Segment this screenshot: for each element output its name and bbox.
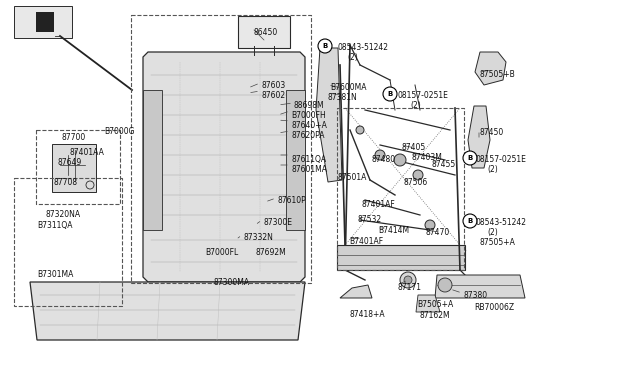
Text: RB70006Z: RB70006Z [474,303,514,312]
Polygon shape [416,295,440,312]
Circle shape [375,150,385,160]
Text: 08543-51242: 08543-51242 [338,43,389,52]
Polygon shape [316,48,342,182]
Text: (2): (2) [487,228,498,237]
Text: 87708: 87708 [54,178,78,187]
Bar [131,15,311,283]
Text: 87611QA: 87611QA [291,155,326,164]
Bar [337,108,464,270]
Text: (2): (2) [487,165,498,174]
Text: B7414M: B7414M [378,226,409,235]
Text: 87405: 87405 [402,143,426,152]
Text: 87470: 87470 [425,228,449,237]
Text: B: B [467,218,472,224]
Text: 86450: 86450 [253,28,277,37]
Circle shape [383,87,397,101]
Text: 87640+A: 87640+A [291,121,327,130]
Bar [14,178,122,306]
Text: 87380: 87380 [463,291,487,300]
Circle shape [318,39,332,53]
Text: 87332N: 87332N [243,233,273,242]
Circle shape [463,151,477,165]
Polygon shape [238,16,290,48]
Text: B: B [467,155,472,161]
Circle shape [394,154,406,166]
Text: 87501A: 87501A [338,173,367,182]
Text: B7600MA: B7600MA [330,83,367,92]
Circle shape [400,272,416,288]
Bar [36,12,54,32]
Text: 87506: 87506 [403,178,428,187]
Text: 87610P: 87610P [277,196,306,205]
Text: 88698M: 88698M [294,101,324,110]
Text: B: B [387,91,392,97]
Polygon shape [468,106,490,168]
Text: B7000FH: B7000FH [291,111,326,120]
Text: 87418+A: 87418+A [349,310,385,319]
Polygon shape [14,6,72,38]
Text: 87381N: 87381N [328,93,358,102]
Text: 87505+B: 87505+B [480,70,516,79]
Polygon shape [30,282,305,340]
Text: B7401AF: B7401AF [349,237,383,246]
Text: 87532: 87532 [358,215,382,224]
Polygon shape [340,285,372,298]
Text: 87171: 87171 [398,283,422,292]
Polygon shape [143,90,162,230]
Text: 87450: 87450 [480,128,504,137]
Circle shape [425,220,435,230]
Polygon shape [52,144,96,192]
Circle shape [413,170,423,180]
Text: 87603: 87603 [261,81,285,90]
Text: 08157-0251E: 08157-0251E [398,91,449,100]
Text: 87320NA: 87320NA [46,210,81,219]
Bar [36,130,120,204]
Text: 87401AF: 87401AF [362,200,396,209]
Text: 87692M: 87692M [255,248,285,257]
Text: 08543-51242: 08543-51242 [476,218,527,227]
Text: 87455: 87455 [432,160,456,169]
Polygon shape [435,275,525,298]
Text: B7505+A: B7505+A [417,300,453,309]
Circle shape [356,126,364,134]
Text: 87403M: 87403M [411,153,442,162]
Polygon shape [143,52,305,282]
Text: 87480: 87480 [371,155,395,164]
Text: B7000FL: B7000FL [205,248,238,257]
Text: 87505+A: 87505+A [480,238,516,247]
Text: 87602: 87602 [261,91,285,100]
Text: 87601MA: 87601MA [291,165,327,174]
Text: B7000G: B7000G [104,127,134,136]
Polygon shape [475,52,506,85]
Text: 87401AA: 87401AA [69,148,104,157]
Text: (2): (2) [410,101,420,110]
Text: 87620PA: 87620PA [291,131,324,140]
Text: (2): (2) [347,53,358,62]
Text: 87162M: 87162M [419,311,450,320]
Text: 08157-0251E: 08157-0251E [476,155,527,164]
Polygon shape [286,90,305,230]
Text: 87300MA: 87300MA [213,278,249,287]
Text: B7311QA: B7311QA [37,221,72,230]
Circle shape [438,278,452,292]
Text: 87649: 87649 [58,158,83,167]
Text: 87700: 87700 [62,133,86,142]
Circle shape [404,276,412,284]
Text: 87300E: 87300E [263,218,292,227]
Text: B: B [323,43,328,49]
Polygon shape [337,245,465,270]
Circle shape [463,214,477,228]
Text: B7301MA: B7301MA [37,270,74,279]
